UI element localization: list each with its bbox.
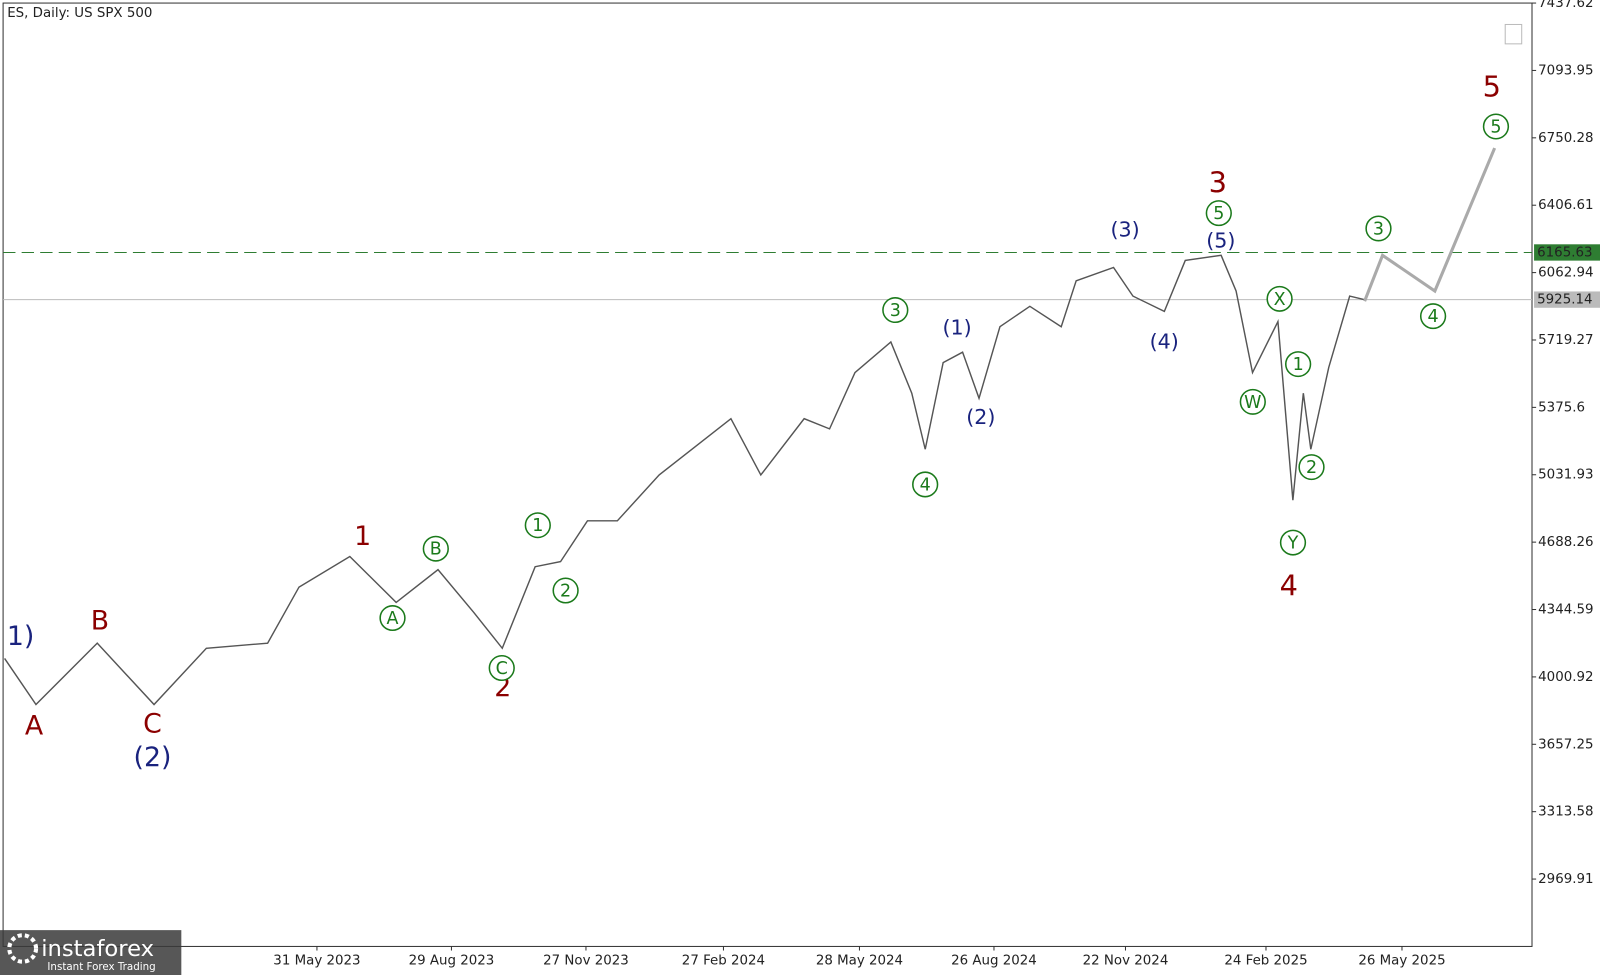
y-tick-label: 5031.93 [1538, 468, 1593, 483]
wave-label: (5) [1206, 229, 1235, 253]
chart-title: ES, Daily: US SPX 500 [7, 6, 152, 21]
wave-label: C [496, 659, 508, 679]
wave-label: (3) [1110, 218, 1139, 242]
wave-circle [552, 577, 579, 604]
logo-tagline: Instant Forex Trading [47, 961, 155, 973]
wave-circle [912, 471, 939, 498]
wave-label: 1 [354, 521, 371, 552]
y-tick-label: 2969.91 [1538, 872, 1593, 887]
y-tick-label: 5719.27 [1538, 333, 1593, 348]
projection-line [1363, 147, 1497, 302]
wave-label: 5 [1490, 118, 1501, 138]
y-tick-label: 6406.61 [1538, 198, 1593, 213]
wave-circle [1279, 529, 1307, 556]
wave-label: A [25, 711, 43, 742]
wave-circle [524, 512, 551, 539]
wave-circle [422, 535, 449, 562]
logo-box [0, 930, 182, 975]
wave-label: Y [1287, 534, 1299, 554]
wave-label: 4 [920, 476, 931, 496]
y-tick-label: 6750.28 [1538, 131, 1593, 146]
wave-label: 4 [1428, 307, 1439, 327]
wave-label: (1) [943, 315, 972, 339]
wave-label: 4 [1280, 569, 1298, 603]
wave-circle [1266, 285, 1293, 312]
price-level-box [1534, 244, 1600, 261]
y-tick-label: 7437.62 [1538, 0, 1593, 11]
wave-label: 3 [1209, 166, 1227, 200]
x-tick-label: 26 May 2025 [1358, 954, 1445, 969]
wave-circle [1205, 200, 1232, 227]
price-level-box [1534, 291, 1600, 308]
wave-circle [1298, 454, 1325, 481]
x-tick-label: 28 May 2024 [816, 954, 903, 969]
wave-label: 5 [1483, 70, 1501, 104]
y-tick-label: 3313.58 [1538, 805, 1593, 820]
y-tick-label: 6062.94 [1538, 266, 1593, 281]
wave-circle [488, 655, 515, 682]
wave-label: 5 [1213, 204, 1224, 224]
price-level-label: 5925.14 [1537, 293, 1592, 308]
wave-label: (2) [134, 742, 172, 773]
wave-circle [1419, 303, 1447, 330]
wave-label: 2 [1306, 458, 1317, 478]
wave-label: 2 [560, 582, 571, 602]
wave-circle [882, 297, 909, 324]
price-line [3, 254, 1365, 706]
wave-circle [379, 605, 406, 632]
wave-circle [1239, 388, 1266, 415]
wave-circle [1365, 215, 1392, 242]
wave-label: 3 [1373, 220, 1384, 240]
wave-label: (2) [966, 405, 995, 429]
y-tick-label: 4344.59 [1538, 603, 1593, 618]
wave-label: (4) [1150, 330, 1179, 354]
x-tick-label: 27 Nov 2023 [543, 954, 629, 969]
wave-label: B [430, 540, 442, 560]
wave-label: 1 [532, 516, 543, 536]
wave-label: 1) [7, 621, 34, 652]
wave-circle [1284, 351, 1312, 378]
wave-label: A [387, 609, 399, 629]
plot-frame [2, 2, 1533, 947]
logo-icon [7, 933, 39, 964]
wave-label: W [1244, 393, 1261, 413]
x-tick-label: 31 May 2023 [273, 954, 360, 969]
y-tick-label: 4000.92 [1538, 670, 1593, 685]
trade-button[interactable] [1504, 23, 1523, 45]
logo: instaforex Instant Forex Trading [0, 930, 182, 975]
wave-label: B [91, 606, 109, 637]
wave-label: 3 [890, 301, 901, 321]
wave-label: C [143, 709, 162, 740]
price-level-label: 6165.63 [1537, 245, 1592, 260]
x-tick-label: 22 Nov 2024 [1083, 954, 1169, 969]
y-tick-label: 7093.95 [1538, 63, 1593, 78]
y-tick-label: 4688.26 [1538, 535, 1593, 550]
y-tick-label: 3657.25 [1538, 737, 1593, 752]
wave-circle [1482, 113, 1510, 140]
wave-label: 1 [1293, 355, 1304, 375]
x-tick-label: 29 Aug 2023 [409, 954, 495, 969]
x-tick-label: 27 Feb 2024 [682, 954, 765, 969]
x-tick-label: 24 Feb 2025 [1224, 954, 1307, 969]
wave-label: X [1274, 290, 1286, 310]
x-tick-label: 26 Aug 2024 [951, 954, 1037, 969]
y-tick-label: 5375.6 [1538, 400, 1585, 415]
logo-name: instaforex [41, 936, 154, 962]
